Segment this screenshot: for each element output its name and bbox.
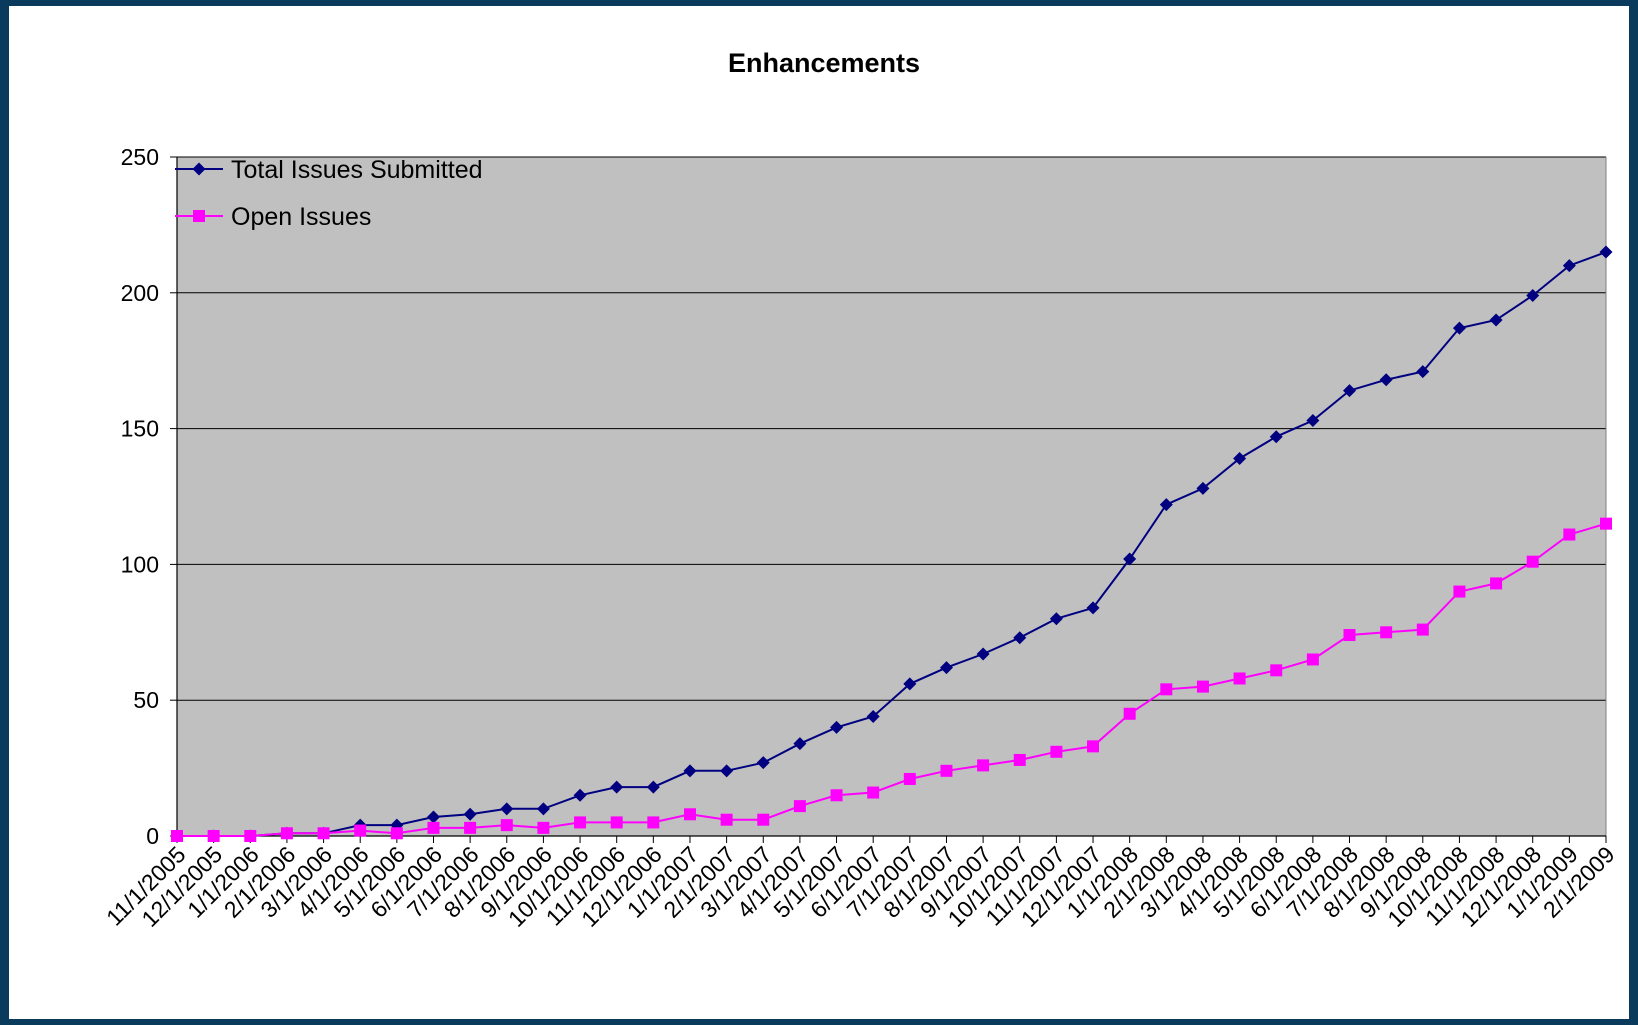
- legend-label: Open Issues: [231, 203, 371, 231]
- data-point: [1123, 707, 1136, 720]
- y-tick-label-150: 150: [121, 416, 159, 442]
- data-point: [1416, 623, 1429, 636]
- data-point: [1013, 753, 1026, 766]
- data-point: [536, 802, 550, 816]
- data-point: [1526, 555, 1539, 568]
- data-point: [867, 786, 880, 799]
- data-point: [427, 821, 440, 834]
- axes: [176, 157, 1607, 837]
- data-point: [757, 813, 770, 826]
- data-point: [1233, 451, 1247, 465]
- data-point: [207, 830, 220, 842]
- data-point: [1343, 384, 1357, 398]
- data-point: [1343, 629, 1356, 642]
- data-point: [463, 807, 477, 821]
- data-point: [574, 816, 587, 829]
- line-chart: Enhancements 0 50 100 150 200 250 11/1/200512…: [101, 48, 1620, 932]
- y-tick-label-250: 250: [121, 144, 159, 170]
- data-point: [390, 827, 403, 840]
- data-point: [1562, 259, 1576, 273]
- data-point: [1600, 517, 1612, 530]
- data-point: [1087, 740, 1100, 753]
- data-point: [1123, 552, 1137, 566]
- y-tick-label-0: 0: [146, 823, 159, 849]
- data-point: [1489, 313, 1503, 327]
- data-point: [244, 830, 257, 842]
- data-point: [171, 830, 183, 842]
- y-tick-label-200: 200: [121, 280, 159, 306]
- chart-title: Enhancements: [728, 48, 920, 78]
- legend: Total Issues Submitted Open Issues: [175, 156, 483, 231]
- data-point: [537, 821, 550, 834]
- data-point: [1160, 683, 1173, 696]
- data-point: [1086, 601, 1100, 615]
- y-axis-ticks: 0 50 100 150 200 250: [121, 144, 177, 849]
- data-point: [354, 824, 367, 837]
- data-point: [1306, 413, 1320, 427]
- data-point: [830, 720, 844, 734]
- data-point: [720, 813, 733, 826]
- data-point: [793, 737, 807, 751]
- data-point: [280, 827, 293, 840]
- data-point: [1526, 289, 1540, 303]
- data-point: [1379, 373, 1393, 387]
- data-point: [1490, 577, 1503, 590]
- data-point: [977, 759, 990, 772]
- data-point: [903, 677, 917, 691]
- chart-frame: Enhancements 0 50 100 150 200 250 11/1/2005 12…: [9, 6, 1629, 1019]
- legend-label: Total Issues Submitted: [231, 156, 483, 184]
- data-point: [1453, 585, 1466, 598]
- y-tick-label-50: 50: [133, 687, 159, 713]
- data-point: [464, 821, 477, 834]
- data-point: [866, 709, 880, 723]
- data-point: [500, 802, 514, 816]
- data-point: [720, 764, 734, 778]
- legend-marker: [193, 210, 205, 222]
- data-point: [1049, 612, 1063, 626]
- data-point: [1599, 245, 1613, 259]
- data-point: [1196, 481, 1210, 495]
- series-line: [177, 251, 1607, 837]
- data-point: [647, 816, 660, 829]
- legend-item-0: Total Issues Submitted: [175, 156, 483, 184]
- data-point: [793, 800, 806, 813]
- data-point: [1233, 672, 1246, 685]
- data-point: [610, 780, 624, 794]
- data-point: [317, 827, 330, 840]
- data-point: [610, 816, 623, 829]
- data-point: [1196, 680, 1209, 693]
- data-point: [903, 772, 916, 785]
- data-point: [1416, 365, 1430, 379]
- data-point: [940, 764, 953, 777]
- data-point: [683, 764, 697, 778]
- data-point: [756, 756, 770, 770]
- data-point: [939, 661, 953, 675]
- series-line: [177, 522, 1607, 837]
- data-point: [1269, 430, 1283, 444]
- legend-item-1: Open Issues: [175, 203, 371, 231]
- series-layer: [170, 245, 1613, 843]
- data-point: [1050, 745, 1063, 758]
- data-point: [1380, 626, 1393, 639]
- series-1: [171, 517, 1612, 842]
- plot-area: [177, 157, 1606, 836]
- data-point: [683, 808, 696, 821]
- data-point: [1452, 321, 1466, 335]
- data-point: [500, 819, 513, 832]
- x-axis-ticks: 11/1/200512/1/20051/1/20062/1/20063/1/20…: [101, 836, 1620, 932]
- data-point: [976, 647, 990, 661]
- data-point: [573, 788, 587, 802]
- data-point: [646, 780, 660, 794]
- data-point: [1159, 498, 1173, 512]
- data-point: [426, 810, 440, 824]
- data-point: [1563, 528, 1576, 541]
- data-point: [1306, 653, 1319, 666]
- data-point: [1013, 631, 1027, 645]
- data-point: [1270, 664, 1283, 677]
- data-point: [830, 789, 843, 802]
- y-tick-label-100: 100: [121, 551, 159, 577]
- legend-marker: [192, 162, 206, 176]
- gridlines: [177, 156, 1606, 701]
